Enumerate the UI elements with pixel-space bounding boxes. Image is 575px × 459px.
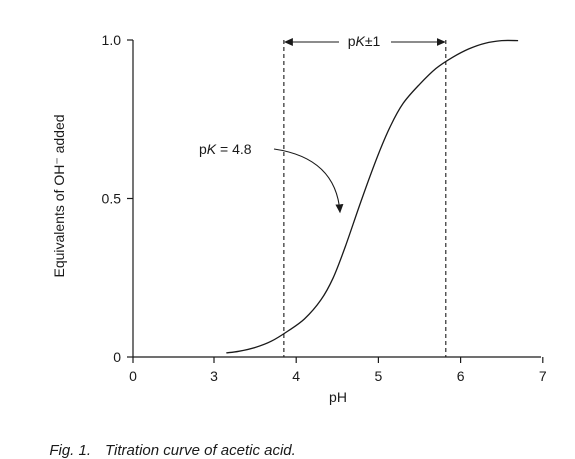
pk-callout-arrow	[273, 148, 344, 214]
pk-range-label: pK±1	[348, 33, 381, 49]
y-tick-label: 0.5	[102, 191, 122, 207]
x-tick-label: 5	[375, 368, 383, 384]
figure-number: Fig. 1.	[49, 442, 92, 459]
x-axis-title: pH	[329, 389, 347, 405]
x-tick-label: 3	[210, 368, 218, 384]
x-tick-label: 7	[539, 368, 547, 384]
pk-callout: pK = 4.8	[199, 141, 344, 214]
y-ticks: 0 0.5 1.0	[102, 32, 133, 365]
y-axis-title: Equivalents of OH⁻ added	[51, 114, 67, 277]
pk-callout-label: pK = 4.8	[199, 141, 252, 157]
x-tick-label: 4	[292, 368, 300, 384]
y-tick-label: 1.0	[102, 32, 122, 48]
figure-caption: Fig. 1. Titration curve of acetic acid.	[41, 425, 296, 459]
x-tick-label: 0	[129, 368, 137, 384]
x-ticks: 0 3 4 5 6 7	[129, 357, 547, 384]
x-tick-label: 6	[457, 368, 465, 384]
y-tick-label: 0	[113, 349, 121, 365]
reference-lines	[283, 40, 447, 357]
pk-range-annotation: pK±1	[283, 33, 446, 49]
titration-curve	[226, 39, 519, 354]
figure-caption-text: Titration curve of acetic acid.	[105, 442, 296, 459]
